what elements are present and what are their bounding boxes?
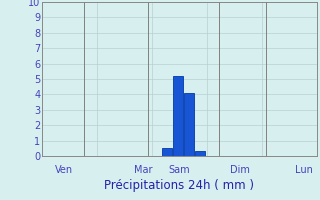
- Text: Précipitations 24h ( mm ): Précipitations 24h ( mm ): [104, 179, 254, 192]
- Text: Sam: Sam: [168, 165, 190, 175]
- Bar: [195, 151, 205, 156]
- Text: Ven: Ven: [55, 165, 74, 175]
- Text: Dim: Dim: [230, 165, 250, 175]
- Bar: [172, 76, 183, 156]
- Bar: [184, 93, 194, 156]
- Text: Lun: Lun: [295, 165, 313, 175]
- Bar: [162, 148, 172, 156]
- Text: Mar: Mar: [134, 165, 153, 175]
